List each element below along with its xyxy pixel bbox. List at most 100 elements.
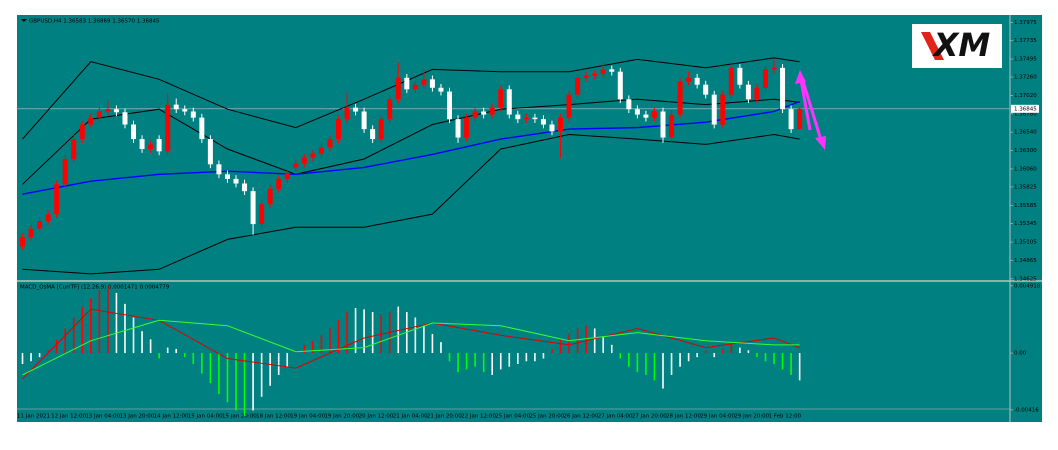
candle-body <box>540 119 546 125</box>
y-tick-label: 1.37735 <box>1014 38 1037 44</box>
y-tick-label: 1.37020 <box>1014 93 1037 99</box>
candle-body <box>148 144 154 150</box>
candle-body <box>651 111 657 118</box>
y-tick-label: 1.35105 <box>1014 240 1037 246</box>
candle-body <box>643 114 649 118</box>
candle-body <box>224 174 230 179</box>
candle-body <box>780 67 786 110</box>
y-tick-label: 1.36780 <box>1014 111 1037 117</box>
candle-body <box>720 94 726 125</box>
candle-body <box>370 129 376 140</box>
candle-body <box>728 67 734 95</box>
x-tick-label: 18 Jan 12:00 <box>256 414 291 420</box>
arrow-down-head <box>815 136 826 150</box>
candle-body <box>797 108 803 129</box>
candle-body <box>88 117 94 125</box>
candle-body <box>182 109 188 112</box>
candle-body <box>165 104 171 152</box>
logo-text: XM <box>932 26 991 64</box>
candle-body <box>788 109 794 130</box>
candle-body <box>301 157 307 164</box>
arrow-down <box>800 77 823 141</box>
x-tick-label: 11 Jan 2021 <box>17 414 50 420</box>
x-tick-label: 27 Jan 04:00 <box>598 414 633 420</box>
candle-body <box>464 117 470 138</box>
x-tick-label: 22 Jan 12:00 <box>461 414 496 420</box>
candle-body <box>216 164 222 175</box>
candle-body <box>523 117 529 120</box>
candle-body <box>199 117 205 140</box>
candle-body <box>250 191 256 225</box>
candle-body <box>310 153 316 158</box>
candle-body <box>233 178 239 184</box>
candle-body <box>327 139 333 148</box>
candle-body <box>481 111 487 115</box>
indicator-line <box>22 98 800 185</box>
x-tick-label: 20 Jan 12:00 <box>359 414 394 420</box>
y-tick-label: 1.34625 <box>1014 276 1037 282</box>
x-tick-label: 29 Jan 04:00 <box>700 414 735 420</box>
arrow-up <box>799 79 812 131</box>
candle-body <box>404 77 410 90</box>
x-tick-label: 26 Jan 12:00 <box>564 414 599 420</box>
x-tick-label: 13 Jan 04:00 <box>85 414 120 420</box>
y-tick-label: 0.00 <box>1014 351 1027 357</box>
indicator-title: MACD_OsMA [CurrTF] (12,26,9) 0.0001471 0… <box>20 285 170 291</box>
y-tick-label: 1.36060 <box>1014 166 1037 172</box>
candle-body <box>395 77 401 100</box>
candle-body <box>762 69 768 88</box>
candle-body <box>259 204 265 225</box>
y-tick-label: 1.36300 <box>1014 148 1037 154</box>
indicator-line <box>22 133 800 275</box>
indicator-line <box>22 319 800 376</box>
candle-body <box>353 107 359 112</box>
candle-body <box>267 188 273 205</box>
candle-body <box>686 77 692 82</box>
candle-body <box>318 147 324 154</box>
x-tick-label: 1 Feb 12:00 <box>769 414 802 420</box>
candle-body <box>71 139 77 159</box>
candle-body <box>455 119 461 138</box>
candle-body <box>62 158 68 185</box>
candle-body <box>45 214 51 222</box>
candle-body <box>549 124 555 132</box>
current-price-box <box>1011 104 1039 113</box>
candle-body <box>575 77 581 95</box>
candle-body <box>447 91 452 120</box>
candle-body <box>421 79 427 85</box>
x-tick-label: 29 Jan 20:00 <box>734 414 769 420</box>
candle-body <box>489 107 495 115</box>
candle-body <box>754 87 760 100</box>
candle-body <box>711 94 717 125</box>
y-tick-label: -0.00416 <box>1014 407 1039 413</box>
candle-body <box>737 67 743 85</box>
candle-body <box>37 221 43 229</box>
candle-body <box>771 67 777 70</box>
candle-body <box>387 99 393 120</box>
x-tick-label: 25 Jan 04:00 <box>495 414 530 420</box>
candle-body <box>156 139 162 152</box>
y-tick-label: 1.35825 <box>1014 184 1037 190</box>
candle-body <box>558 117 564 132</box>
candle-body <box>626 99 632 110</box>
candle-body <box>293 163 299 168</box>
candle-body <box>105 109 111 112</box>
chart-title: GBPUSD,H4 1.36583 1.36869 1.36570 1.3684… <box>29 19 160 25</box>
candle-body <box>79 124 85 140</box>
candle-body <box>429 79 435 88</box>
y-tick-label: 1.35585 <box>1014 203 1037 209</box>
x-tick-label: 15 Jan 20:00 <box>222 414 257 420</box>
x-tick-label: 19 Jan 20:00 <box>324 414 359 420</box>
candle-body <box>378 119 384 140</box>
candle-body <box>532 117 538 120</box>
candle-body <box>669 114 675 138</box>
candle-body <box>173 104 179 110</box>
logo: XM <box>912 24 1002 68</box>
x-tick-label: 21 Jan 04:00 <box>393 414 428 420</box>
candle-body <box>190 111 196 118</box>
y-tick-label: 1.37975 <box>1014 20 1037 26</box>
candle-body <box>634 109 640 115</box>
candle-body <box>131 124 137 140</box>
candle-body <box>113 109 119 113</box>
